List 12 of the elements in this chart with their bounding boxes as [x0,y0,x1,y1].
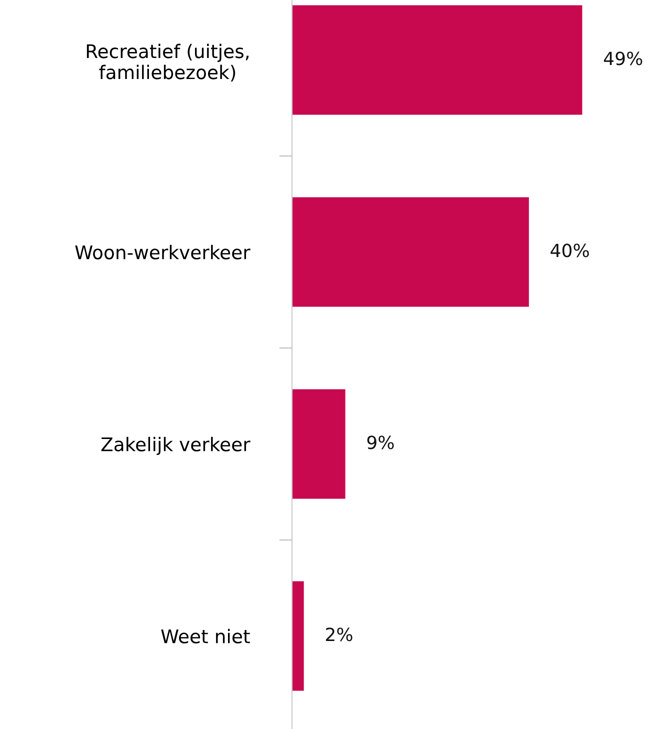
y-tick-label: Weet niet [161,628,250,644]
y-tick-label: Recreatief (uitjes, familiebezoek) [86,44,248,82]
y-tick-label: Woon-werkverkeer [75,244,250,260]
data-label: 2% [326,628,352,642]
y-tick-label: Zakelijk verkeer [101,436,250,456]
data-label: 40% [550,244,589,258]
bar [292,389,346,499]
bar [292,581,304,691]
bar [292,5,582,115]
data-label: 9% [367,436,394,450]
bar [292,197,529,307]
data-label: 49% [604,52,642,66]
